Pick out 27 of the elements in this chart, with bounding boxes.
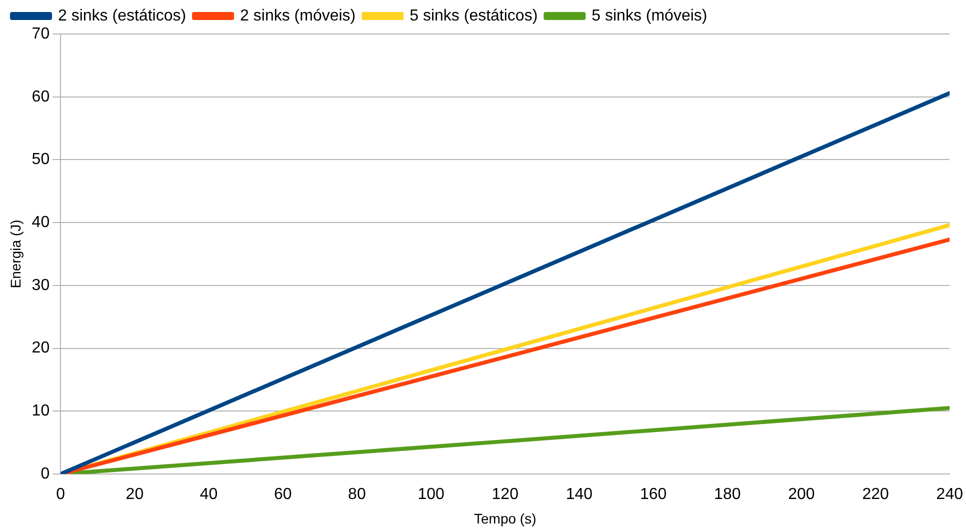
- x-tick-label: 40: [200, 486, 218, 504]
- x-tick-label: 0: [56, 486, 66, 504]
- y-tick-label: 30: [32, 276, 50, 294]
- x-tick-label: 140: [566, 486, 593, 504]
- y-tick-label: 50: [32, 151, 50, 168]
- x-tick-label: 240: [936, 486, 964, 504]
- y-tick-label: 0: [40, 465, 50, 482]
- y-tick-label: 60: [32, 88, 50, 106]
- legend-label: 2 sinks (estáticos): [58, 7, 186, 24]
- x-tick-label: 20: [126, 486, 144, 504]
- legend-label: 5 sinks (estáticos): [410, 7, 538, 24]
- legend-label: 5 sinks (móveis): [592, 7, 708, 24]
- x-tick-label: 80: [348, 486, 366, 504]
- y-tick-label: 20: [32, 340, 50, 357]
- x-tick-label: 160: [640, 486, 667, 504]
- x-axis-title: Tempo (s): [474, 510, 536, 526]
- x-tick-label: 120: [492, 486, 519, 504]
- x-tick-label: 220: [862, 486, 890, 504]
- x-tick-label: 60: [274, 486, 292, 504]
- y-axis-title: Energia (J): [7, 220, 24, 288]
- x-tick-label: 180: [714, 486, 741, 504]
- x-tick-label: 100: [418, 486, 444, 504]
- y-tick-label: 40: [32, 214, 50, 231]
- legend-label: 2 sinks (móveis): [240, 7, 356, 24]
- x-tick-label: 200: [788, 486, 815, 504]
- y-tick-label: 10: [32, 402, 50, 420]
- y-tick-label: 70: [32, 25, 50, 42]
